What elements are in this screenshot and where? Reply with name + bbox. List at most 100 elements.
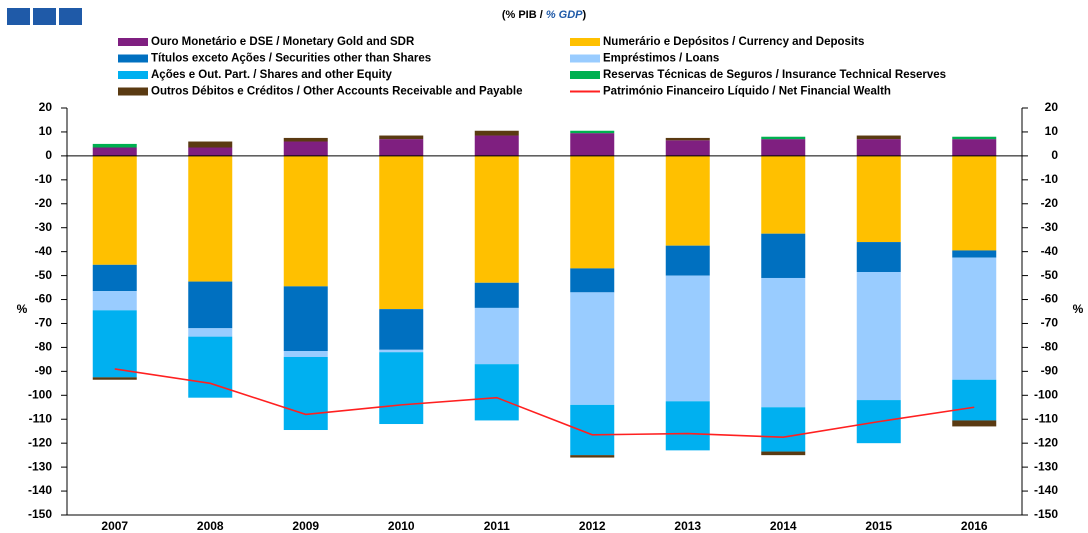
bar-segment xyxy=(761,407,806,452)
legend-swatch xyxy=(118,71,148,79)
bar-segment xyxy=(92,143,137,148)
legend-swatch xyxy=(118,54,148,63)
bar-segment xyxy=(92,264,137,292)
bar-segment xyxy=(761,139,806,156)
y2-tick-label: -90 xyxy=(1041,364,1059,378)
bar-segment xyxy=(952,139,997,156)
bar-segment xyxy=(761,277,806,408)
legend-label: Outros Débitos e Créditos / Other Accoun… xyxy=(151,86,523,98)
y2-tick-label: -110 xyxy=(1035,411,1059,425)
bar-segment xyxy=(570,133,615,156)
logo-square xyxy=(59,8,82,25)
bar-segment xyxy=(761,233,806,278)
x-tick-label: 2008 xyxy=(197,519,224,533)
y2-tick-label: -150 xyxy=(1034,507,1058,521)
y2-tick-label: -20 xyxy=(1041,196,1059,210)
bar-segment xyxy=(856,271,901,401)
legend-label: Ouro Monetário e DSE / Monetary Gold and… xyxy=(151,36,415,48)
y-tick-label: 0 xyxy=(45,148,52,162)
bar-segment xyxy=(570,292,615,405)
subtitle-part: ) xyxy=(583,9,587,21)
bar-segment xyxy=(952,250,997,258)
y-tick-label: -10 xyxy=(35,172,53,186)
y-tick-label: -90 xyxy=(35,364,53,378)
bar-segment xyxy=(92,291,137,311)
y-tick-label: -80 xyxy=(35,340,53,354)
bar-segment xyxy=(665,155,710,246)
y2-axis-label: % xyxy=(1073,302,1084,316)
x-tick-label: 2010 xyxy=(388,519,415,533)
bar-segment xyxy=(474,307,519,365)
bar-segment xyxy=(474,130,519,136)
bar-segment xyxy=(952,257,997,380)
bar-segment xyxy=(92,310,137,378)
bar-segment xyxy=(188,141,233,148)
bar-segment xyxy=(283,141,328,156)
legend-swatch xyxy=(570,38,600,46)
y2-tick-label: -70 xyxy=(1041,316,1059,330)
y2-tick-label: -130 xyxy=(1034,459,1058,473)
bar-segment xyxy=(952,136,997,140)
y-tick-label: -150 xyxy=(28,507,52,521)
bar-segment xyxy=(283,155,328,287)
bar-segment xyxy=(952,379,997,421)
bar-segment xyxy=(665,140,710,156)
y-tick-label: -50 xyxy=(35,268,53,282)
y-tick-label: 20 xyxy=(39,100,53,114)
bar-segment xyxy=(283,356,328,431)
bar-segment xyxy=(570,130,615,134)
y2-tick-label: 0 xyxy=(1051,148,1058,162)
bar-segment xyxy=(379,309,424,350)
bar-segment xyxy=(283,286,328,352)
y2-tick-label: -40 xyxy=(1041,244,1059,258)
bar-segment xyxy=(379,349,424,353)
x-tick-label: 2016 xyxy=(961,519,988,533)
y2-tick-label: -10 xyxy=(1041,172,1059,186)
logo-square xyxy=(7,8,30,25)
chart-subtitle: (% PIB / % GDP) xyxy=(502,9,587,21)
legend-label: Reservas Técnicas de Seguros / Insurance… xyxy=(603,69,946,81)
y-tick-label: -100 xyxy=(28,387,52,401)
x-tick-label: 2015 xyxy=(865,519,892,533)
x-tick-label: 2014 xyxy=(770,519,797,533)
legend-label: Numerário e Depósitos / Currency and Dep… xyxy=(603,36,864,48)
y-tick-label: -40 xyxy=(35,244,53,258)
bar-segment xyxy=(761,136,806,140)
bar-segment xyxy=(379,155,424,310)
legend-swatch xyxy=(118,87,148,96)
y-tick-label: -70 xyxy=(35,316,53,330)
x-tick-label: 2007 xyxy=(101,519,128,533)
bar-segment xyxy=(570,155,615,269)
bar-segment xyxy=(188,281,233,329)
bar-segment xyxy=(665,137,710,141)
y-tick-label: -110 xyxy=(29,411,53,425)
bar-segment xyxy=(188,328,233,337)
y2-tick-label: -30 xyxy=(1041,220,1059,234)
y2-tick-label: 10 xyxy=(1045,124,1059,138)
bar-segment xyxy=(474,282,519,308)
bar-segment xyxy=(665,401,710,451)
legend-label: Empréstimos / Loans xyxy=(603,53,719,65)
bar-segment xyxy=(188,147,233,156)
bar-segment xyxy=(379,139,424,156)
legend-swatch xyxy=(570,54,600,63)
legend-swatch xyxy=(118,38,148,46)
subtitle-part: % GDP xyxy=(546,9,583,21)
y-tick-label: 10 xyxy=(39,124,53,138)
bar-segment xyxy=(379,135,424,140)
bar-segment xyxy=(92,147,137,156)
bar-segment xyxy=(761,451,806,456)
bar-segment xyxy=(665,275,710,402)
bar-segment xyxy=(474,135,519,156)
x-tick-label: 2011 xyxy=(484,519,510,533)
bar-segment xyxy=(856,135,901,140)
y-tick-label: -60 xyxy=(35,292,53,306)
bar-segment xyxy=(474,155,519,283)
y-tick-label: -20 xyxy=(35,196,53,210)
x-tick-label: 2009 xyxy=(292,519,319,533)
y-axis-label: % xyxy=(17,302,28,316)
bar-segment xyxy=(283,351,328,357)
x-tick-label: 2013 xyxy=(674,519,701,533)
